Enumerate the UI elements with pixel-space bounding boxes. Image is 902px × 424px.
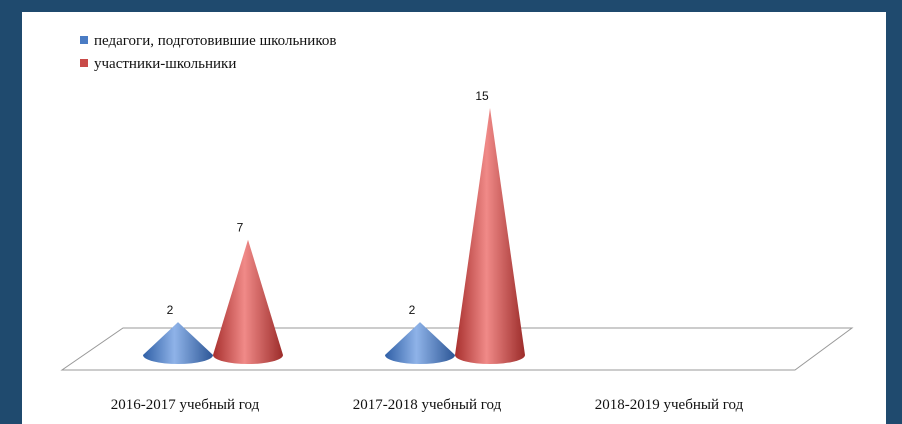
legend-swatch [80, 36, 88, 44]
data-label: 7 [237, 221, 244, 235]
legend-label: педагоги, подготовившие школьников [94, 33, 336, 49]
x-tick-label: 2017-2018 учебный год [353, 397, 502, 413]
cone [213, 239, 283, 364]
x-tick-label: 2018-2019 учебный год [595, 397, 744, 413]
data-label: 15 [475, 89, 489, 103]
legend-swatch [80, 59, 88, 67]
cone [455, 108, 525, 364]
legend-label: участники-школьники [94, 56, 236, 72]
cone [385, 322, 455, 364]
data-label: 2 [167, 303, 174, 317]
x-tick-label: 2016-2017 учебный год [111, 397, 260, 413]
cone [143, 322, 213, 364]
data-label: 2 [409, 303, 416, 317]
